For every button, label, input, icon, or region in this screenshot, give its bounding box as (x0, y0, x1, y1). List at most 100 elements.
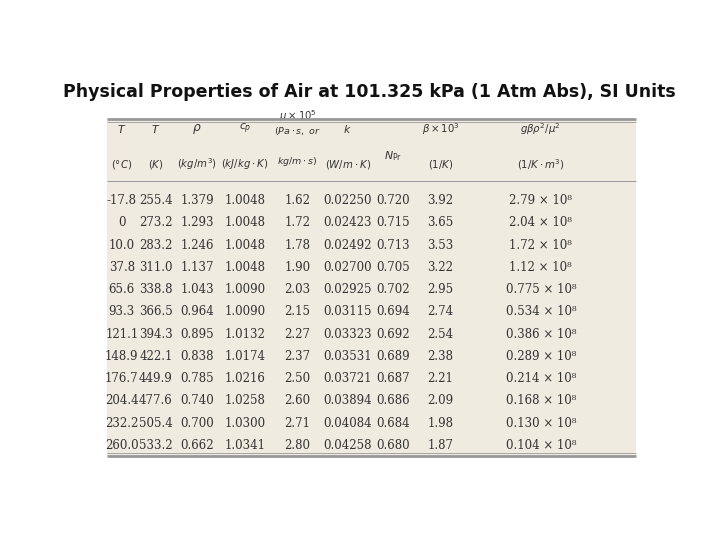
Text: $kg/m\cdot s)$: $kg/m\cdot s)$ (277, 155, 318, 168)
Text: 1.246: 1.246 (181, 239, 214, 252)
Text: 2.54: 2.54 (428, 328, 454, 341)
Text: 0.702: 0.702 (376, 283, 410, 296)
Text: 0.03323: 0.03323 (323, 328, 372, 341)
Text: $\rho$: $\rho$ (192, 122, 202, 136)
Text: 255.4: 255.4 (139, 194, 173, 207)
Text: 2.38: 2.38 (428, 350, 454, 363)
Text: 2.95: 2.95 (428, 283, 454, 296)
Text: 366.5: 366.5 (139, 306, 173, 319)
Text: 0.692: 0.692 (376, 328, 410, 341)
Text: 3.22: 3.22 (428, 261, 454, 274)
Text: 1.0090: 1.0090 (225, 306, 266, 319)
Text: 0.02492: 0.02492 (323, 239, 372, 252)
Text: 0.04084: 0.04084 (323, 417, 372, 430)
Text: 1.87: 1.87 (428, 439, 454, 452)
Text: 1.0174: 1.0174 (225, 350, 266, 363)
Text: 1.72 × 10⁸: 1.72 × 10⁸ (510, 239, 572, 252)
Text: $(Pa\cdot s,\ or$: $(Pa\cdot s,\ or$ (274, 125, 321, 137)
Text: 3.92: 3.92 (428, 194, 454, 207)
Text: $(kg/m^3)$: $(kg/m^3)$ (177, 156, 217, 172)
Text: 1.12 × 10⁸: 1.12 × 10⁸ (510, 261, 572, 274)
Text: 176.7: 176.7 (105, 372, 139, 385)
Text: 338.8: 338.8 (139, 283, 173, 296)
Text: 0.684: 0.684 (376, 417, 410, 430)
Text: 2.15: 2.15 (284, 306, 310, 319)
Text: 2.50: 2.50 (284, 372, 310, 385)
Text: 449.9: 449.9 (139, 372, 173, 385)
Text: 0.705: 0.705 (376, 261, 410, 274)
Text: 0.838: 0.838 (181, 350, 214, 363)
Text: 0.02250: 0.02250 (323, 194, 372, 207)
Text: 0.715: 0.715 (376, 217, 410, 230)
Text: 0.03894: 0.03894 (323, 394, 372, 407)
Text: 1.78: 1.78 (284, 239, 310, 252)
Text: 1.90: 1.90 (284, 261, 310, 274)
Text: 0.04258: 0.04258 (323, 439, 372, 452)
Text: 148.9: 148.9 (105, 350, 138, 363)
Text: $k$: $k$ (343, 123, 352, 135)
Text: $(K)$: $(K)$ (148, 158, 163, 171)
Text: 0.214 × 10⁸: 0.214 × 10⁸ (505, 372, 576, 385)
Text: 0.03721: 0.03721 (323, 372, 372, 385)
Text: 1.043: 1.043 (180, 283, 214, 296)
Text: 0.686: 0.686 (376, 394, 410, 407)
FancyBboxPatch shape (107, 119, 636, 456)
Text: 2.21: 2.21 (428, 372, 454, 385)
Text: 2.79 × 10⁸: 2.79 × 10⁸ (509, 194, 572, 207)
Text: 1.0048: 1.0048 (225, 194, 266, 207)
Text: 1.0216: 1.0216 (225, 372, 266, 385)
Text: 0.700: 0.700 (180, 417, 214, 430)
Text: 2.37: 2.37 (284, 350, 310, 363)
Text: 1.0048: 1.0048 (225, 239, 266, 252)
Text: 0.785: 0.785 (180, 372, 214, 385)
Text: -17.8: -17.8 (107, 194, 137, 207)
Text: $T$: $T$ (151, 123, 161, 135)
Text: 1.62: 1.62 (284, 194, 310, 207)
Text: 121.1: 121.1 (105, 328, 138, 341)
Text: 0.662: 0.662 (180, 439, 214, 452)
Text: $\beta \times 10^3$: $\beta \times 10^3$ (421, 121, 459, 137)
Text: 1.0048: 1.0048 (225, 217, 266, 230)
Text: 0.680: 0.680 (376, 439, 410, 452)
Text: 2.74: 2.74 (428, 306, 454, 319)
Text: 1.137: 1.137 (181, 261, 214, 274)
Text: 1.379: 1.379 (180, 194, 214, 207)
Text: 0.689: 0.689 (376, 350, 410, 363)
Text: 3.53: 3.53 (427, 239, 454, 252)
Text: 311.0: 311.0 (139, 261, 173, 274)
Text: 0.964: 0.964 (180, 306, 214, 319)
Text: $(kJ/kg\cdot K)$: $(kJ/kg\cdot K)$ (222, 157, 269, 171)
Text: 0.03531: 0.03531 (323, 350, 372, 363)
Text: 422.1: 422.1 (139, 350, 173, 363)
Text: 0.02700: 0.02700 (323, 261, 372, 274)
Text: 0.534 × 10⁸: 0.534 × 10⁸ (505, 306, 576, 319)
Text: 0.03115: 0.03115 (323, 306, 372, 319)
Text: 1.0258: 1.0258 (225, 394, 266, 407)
Text: 2.04 × 10⁸: 2.04 × 10⁸ (509, 217, 572, 230)
Text: 2.60: 2.60 (284, 394, 310, 407)
Text: 0.713: 0.713 (376, 239, 410, 252)
Text: 2.27: 2.27 (284, 328, 310, 341)
Text: 37.8: 37.8 (109, 261, 135, 274)
Text: 204.4: 204.4 (105, 394, 139, 407)
Text: 273.2: 273.2 (139, 217, 173, 230)
Text: 65.6: 65.6 (109, 283, 135, 296)
Text: 232.2: 232.2 (105, 417, 138, 430)
Text: $T$: $T$ (117, 123, 127, 135)
Text: $(W/m\cdot K)$: $(W/m\cdot K)$ (325, 158, 371, 171)
Text: Physical Properties of Air at 101.325 kPa (1 Atm Abs), SI Units: Physical Properties of Air at 101.325 kP… (63, 83, 675, 101)
Text: 0.775 × 10⁸: 0.775 × 10⁸ (505, 283, 576, 296)
Text: $N_{\mathrm{Pr}}$: $N_{\mathrm{Pr}}$ (384, 149, 402, 163)
Text: 2.80: 2.80 (284, 439, 310, 452)
Text: 1.72: 1.72 (284, 217, 310, 230)
Text: $c_p$: $c_p$ (239, 122, 251, 136)
Text: 0.720: 0.720 (376, 194, 410, 207)
Text: 1.0132: 1.0132 (225, 328, 266, 341)
Text: 1.0300: 1.0300 (225, 417, 266, 430)
Text: 1.0090: 1.0090 (225, 283, 266, 296)
Text: 1.293: 1.293 (181, 217, 214, 230)
Text: $g\beta\rho^2/\mu^2$: $g\beta\rho^2/\mu^2$ (521, 121, 562, 137)
Text: 2.71: 2.71 (284, 417, 310, 430)
Text: 1.0048: 1.0048 (225, 261, 266, 274)
Text: 0.289 × 10⁸: 0.289 × 10⁸ (505, 350, 576, 363)
